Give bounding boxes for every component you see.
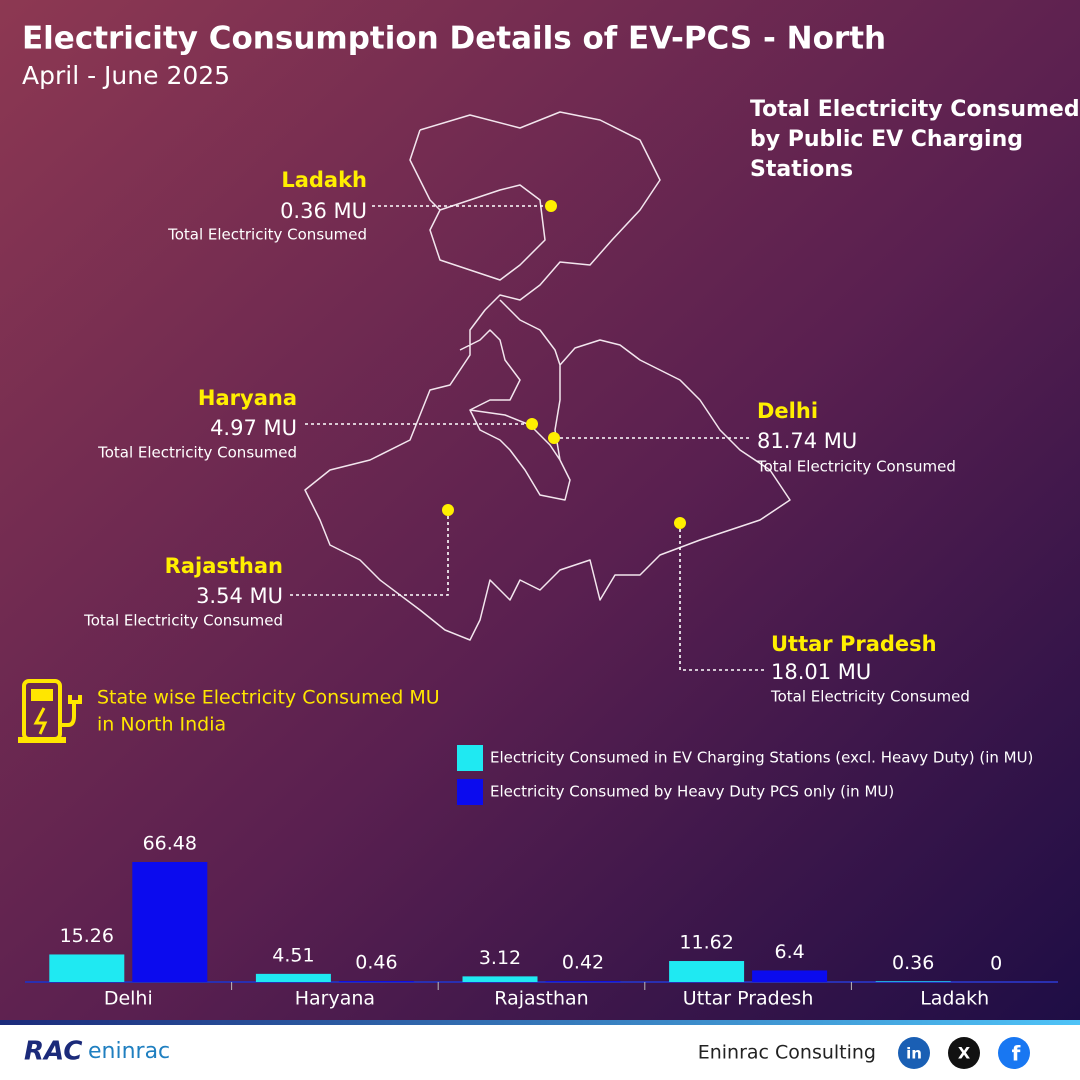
state-name: Delhi <box>757 399 818 423</box>
x-tick-label: Haryana <box>295 988 375 1010</box>
x-tick-label: Uttar Pradesh <box>683 988 814 1010</box>
map-outline <box>304 111 791 641</box>
leader-line <box>679 529 765 671</box>
state-caption: Total Electricity Consumed <box>770 688 970 706</box>
chart-title: in North India <box>97 714 226 736</box>
value-label: 0.42 <box>562 952 604 974</box>
state-value: 81.74 MU <box>757 429 857 453</box>
location-dot <box>442 504 454 516</box>
background <box>0 0 1080 1022</box>
facebook-icon[interactable] <box>998 1037 1030 1069</box>
value-label: 3.12 <box>479 947 521 969</box>
linkedin-label[interactable]: in <box>906 1045 922 1063</box>
state-name: Rajasthan <box>165 554 283 578</box>
bar <box>255 973 331 982</box>
state-caption: Total Electricity Consumed <box>167 226 367 244</box>
state-value: 3.54 MU <box>196 584 283 608</box>
bar <box>545 981 621 982</box>
state-value: 4.97 MU <box>210 416 297 440</box>
bar <box>338 981 414 982</box>
legend-label: Electricity Consumed by Heavy Duty PCS o… <box>490 783 894 801</box>
x-label[interactable]: X <box>958 1044 971 1063</box>
bar <box>669 961 745 982</box>
chart-title: State wise Electricity Consumed MU <box>97 687 440 709</box>
location-dot <box>674 517 686 529</box>
state-name: Uttar Pradesh <box>771 632 937 656</box>
x-tick-label: Delhi <box>104 988 153 1010</box>
bar <box>462 976 538 982</box>
map-heading: by Public EV Charging <box>750 127 1023 152</box>
legend-label: Electricity Consumed in EV Charging Stat… <box>490 749 1033 767</box>
location-dot <box>545 200 557 212</box>
value-label: 0.46 <box>355 952 397 974</box>
location-dot <box>526 418 538 430</box>
bar <box>49 954 125 982</box>
legend-swatch <box>457 779 483 805</box>
value-label: 0 <box>990 953 1002 975</box>
facebook-label[interactable]: f <box>1012 1042 1021 1066</box>
value-label: 4.51 <box>272 944 314 966</box>
bar <box>132 862 208 982</box>
company: Eninrac Consulting <box>698 1042 876 1064</box>
bar <box>752 970 828 982</box>
state-value: 18.01 MU <box>771 660 871 684</box>
linkedin-icon[interactable] <box>898 1037 930 1069</box>
state-caption: Total Electricity Consumed <box>756 458 956 476</box>
state-name: Ladakh <box>281 168 367 192</box>
value-label: 6.4 <box>774 941 804 963</box>
value-label: 15.26 <box>60 925 114 947</box>
charger-icon <box>18 679 82 743</box>
logo: RAC <box>24 1037 82 1067</box>
logo: eninrac <box>88 1039 170 1064</box>
subtitle: April - June 2025 <box>22 61 230 90</box>
leader-line <box>290 516 449 596</box>
x-icon[interactable] <box>948 1037 980 1069</box>
state-caption: Total Electricity Consumed <box>83 612 283 630</box>
location-dot <box>548 432 560 444</box>
state-name: Haryana <box>198 386 297 410</box>
value-label: 11.62 <box>679 932 733 954</box>
map-heading: Stations <box>750 157 853 182</box>
bar <box>875 981 951 982</box>
footer-strip <box>0 1020 1080 1025</box>
x-tick-label: Rajasthan <box>494 988 588 1010</box>
title: Electricity Consumption Details of EV-PC… <box>22 21 886 57</box>
state-caption: Total Electricity Consumed <box>97 444 297 462</box>
value-label: 66.48 <box>143 833 197 855</box>
state-value: 0.36 MU <box>280 199 367 223</box>
x-tick-label: Ladakh <box>920 988 989 1010</box>
value-label: 0.36 <box>892 952 934 974</box>
map-heading: Total Electricity Consumed <box>750 97 1080 122</box>
legend-swatch <box>457 745 483 771</box>
